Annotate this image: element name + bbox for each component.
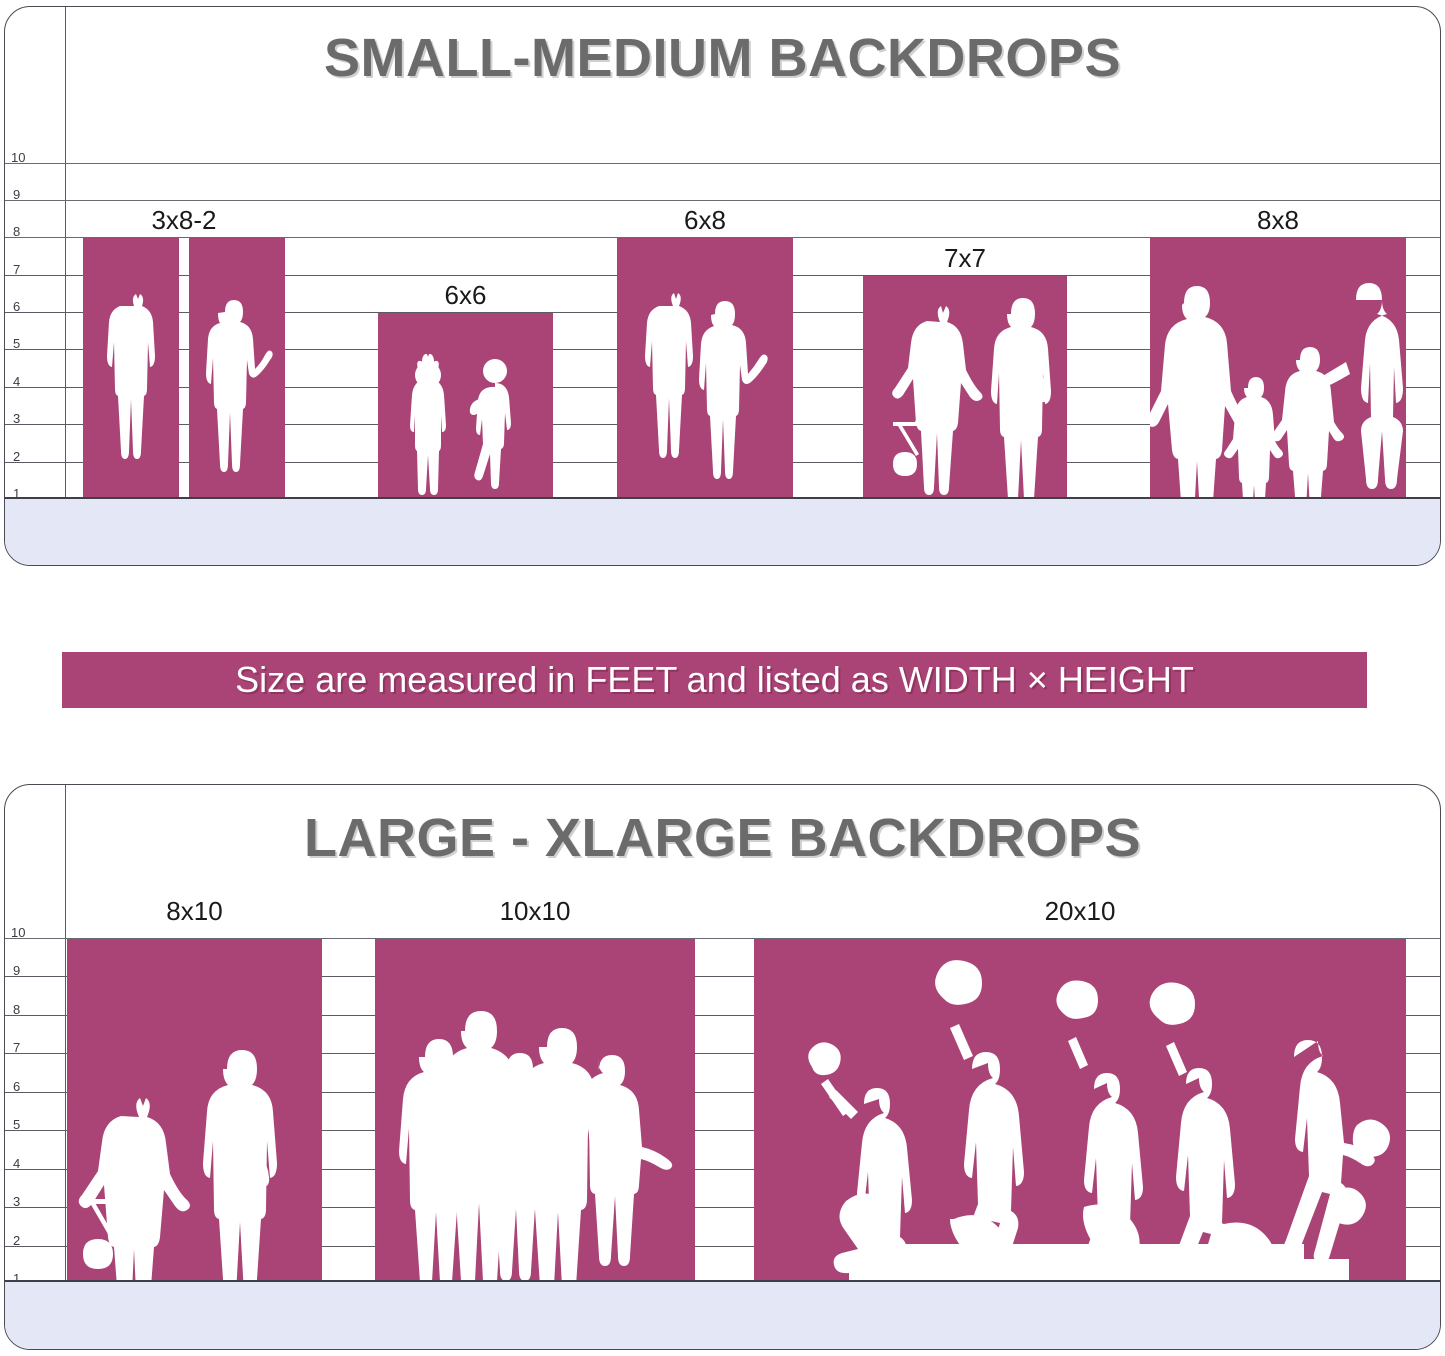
gridline-10 [5, 163, 1440, 164]
tick-label-7: 7 [13, 262, 21, 277]
panel-label-6x8: 6x8 [684, 205, 726, 235]
silhouette-two-teen-girls-icon [645, 293, 768, 479]
silhouette-girl-bike-and-man-icon [892, 298, 1051, 499]
backdrop-panel-8x10[interactable] [67, 939, 322, 1284]
small-medium-backdrops-card: SMALL-MEDIUM BACKDROPS 10 9 8 7 6 5 4 3 … [4, 6, 1441, 566]
silhouette-girl-left-icon [107, 294, 155, 459]
tick-label-b-4: 4 [13, 1156, 21, 1171]
floor-top [5, 497, 1440, 565]
backdrop-panel-6x6[interactable] [378, 313, 553, 499]
gridline-b-2 [5, 1246, 1440, 1247]
silhouette-girl-right-icon [206, 300, 273, 472]
backdrop-panel-3x8-2-right[interactable] [189, 238, 285, 499]
gridline-b-6 [5, 1092, 1440, 1093]
silhouette-girl-bike-and-man-large-icon [78, 1050, 277, 1284]
panel-label-7x7: 7x7 [944, 243, 986, 273]
tick-label-b-9: 9 [13, 963, 21, 978]
size-units-banner: Size are measured in FEET and listed as … [62, 652, 1367, 708]
tick-label-6: 6 [13, 299, 21, 314]
panel-label-6x6: 6x6 [444, 280, 487, 310]
panel-label-10x10: 10x10 [499, 896, 571, 926]
ruler-column-bottom [5, 785, 66, 1284]
tick-label-3: 3 [13, 411, 21, 426]
tick-label-b-3: 3 [13, 1194, 21, 1209]
tick-label-1: 1 [13, 486, 21, 501]
backdrop-panel-20x10[interactable] [754, 939, 1406, 1284]
tick-label-10: 10 [11, 150, 26, 165]
backdrop-panel-6x8[interactable] [617, 238, 793, 499]
panel-label-8x8: 8x8 [1257, 205, 1299, 235]
tick-label-b-7: 7 [13, 1040, 21, 1055]
gridline-b-7 [5, 1053, 1440, 1054]
gridline-b-5 [5, 1130, 1440, 1131]
gridline-9 [5, 200, 1440, 201]
tick-label-b-10: 10 [11, 925, 26, 940]
page-title-small-medium: SMALL-MEDIUM BACKDROPS [324, 28, 1121, 88]
tick-label-b-5: 5 [13, 1117, 21, 1132]
page-title-large-xlarge: LARGE - XLARGE BACKDROPS [303, 808, 1142, 868]
tick-label-5: 5 [13, 336, 21, 351]
gridline-8 [5, 237, 1440, 238]
gridline-b-10 [5, 938, 1440, 939]
panel-label-20x10: 20x10 [1044, 896, 1116, 926]
measuring-wall-top: 10 9 8 7 6 5 4 3 2 1 3x8-2 [5, 7, 1440, 501]
banner-text: Size are measured in FEET and listed as … [235, 659, 1194, 700]
silhouette-two-children-icon [410, 353, 511, 495]
large-xlarge-backdrops-card: LARGE - XLARGE BACKDROPS 10 9 8 7 6 5 4 … [4, 784, 1441, 1350]
tick-label-9: 9 [13, 187, 21, 202]
tick-label-b-6: 6 [13, 1079, 21, 1094]
backdrop-panel-7x7[interactable] [863, 276, 1067, 499]
tick-label-b-2: 2 [13, 1233, 21, 1248]
tick-label-8: 8 [13, 224, 21, 239]
gridline-b-9 [5, 976, 1440, 977]
tick-label-b-8: 8 [13, 1002, 21, 1017]
backdrop-panel-10x10[interactable] [375, 939, 695, 1284]
silhouette-group-of-five-icon [399, 1011, 673, 1284]
tick-label-2: 2 [13, 449, 21, 464]
panel-label-3x8-2: 3x8-2 [151, 205, 217, 235]
backdrop-panel-8x8[interactable] [1150, 238, 1406, 499]
panel-label-8x10: 8x10 [166, 896, 223, 926]
gridline-b-4 [5, 1169, 1440, 1170]
floor-bottom [5, 1280, 1440, 1349]
silhouette-cheerleading-squad-icon [808, 960, 1390, 1284]
silhouette-family-of-four-icon [1150, 283, 1403, 499]
backdrop-panel-3x8-2-left[interactable] [83, 238, 179, 499]
gridline-b-8 [5, 1015, 1440, 1016]
tick-label-b-1: 1 [13, 1271, 21, 1286]
measuring-wall-bottom: 10 9 8 7 6 5 4 3 2 1 8x10 [5, 785, 1440, 1286]
gridline-b-3 [5, 1207, 1440, 1208]
ruler-column-top [5, 7, 66, 499]
tick-label-4: 4 [13, 374, 21, 389]
